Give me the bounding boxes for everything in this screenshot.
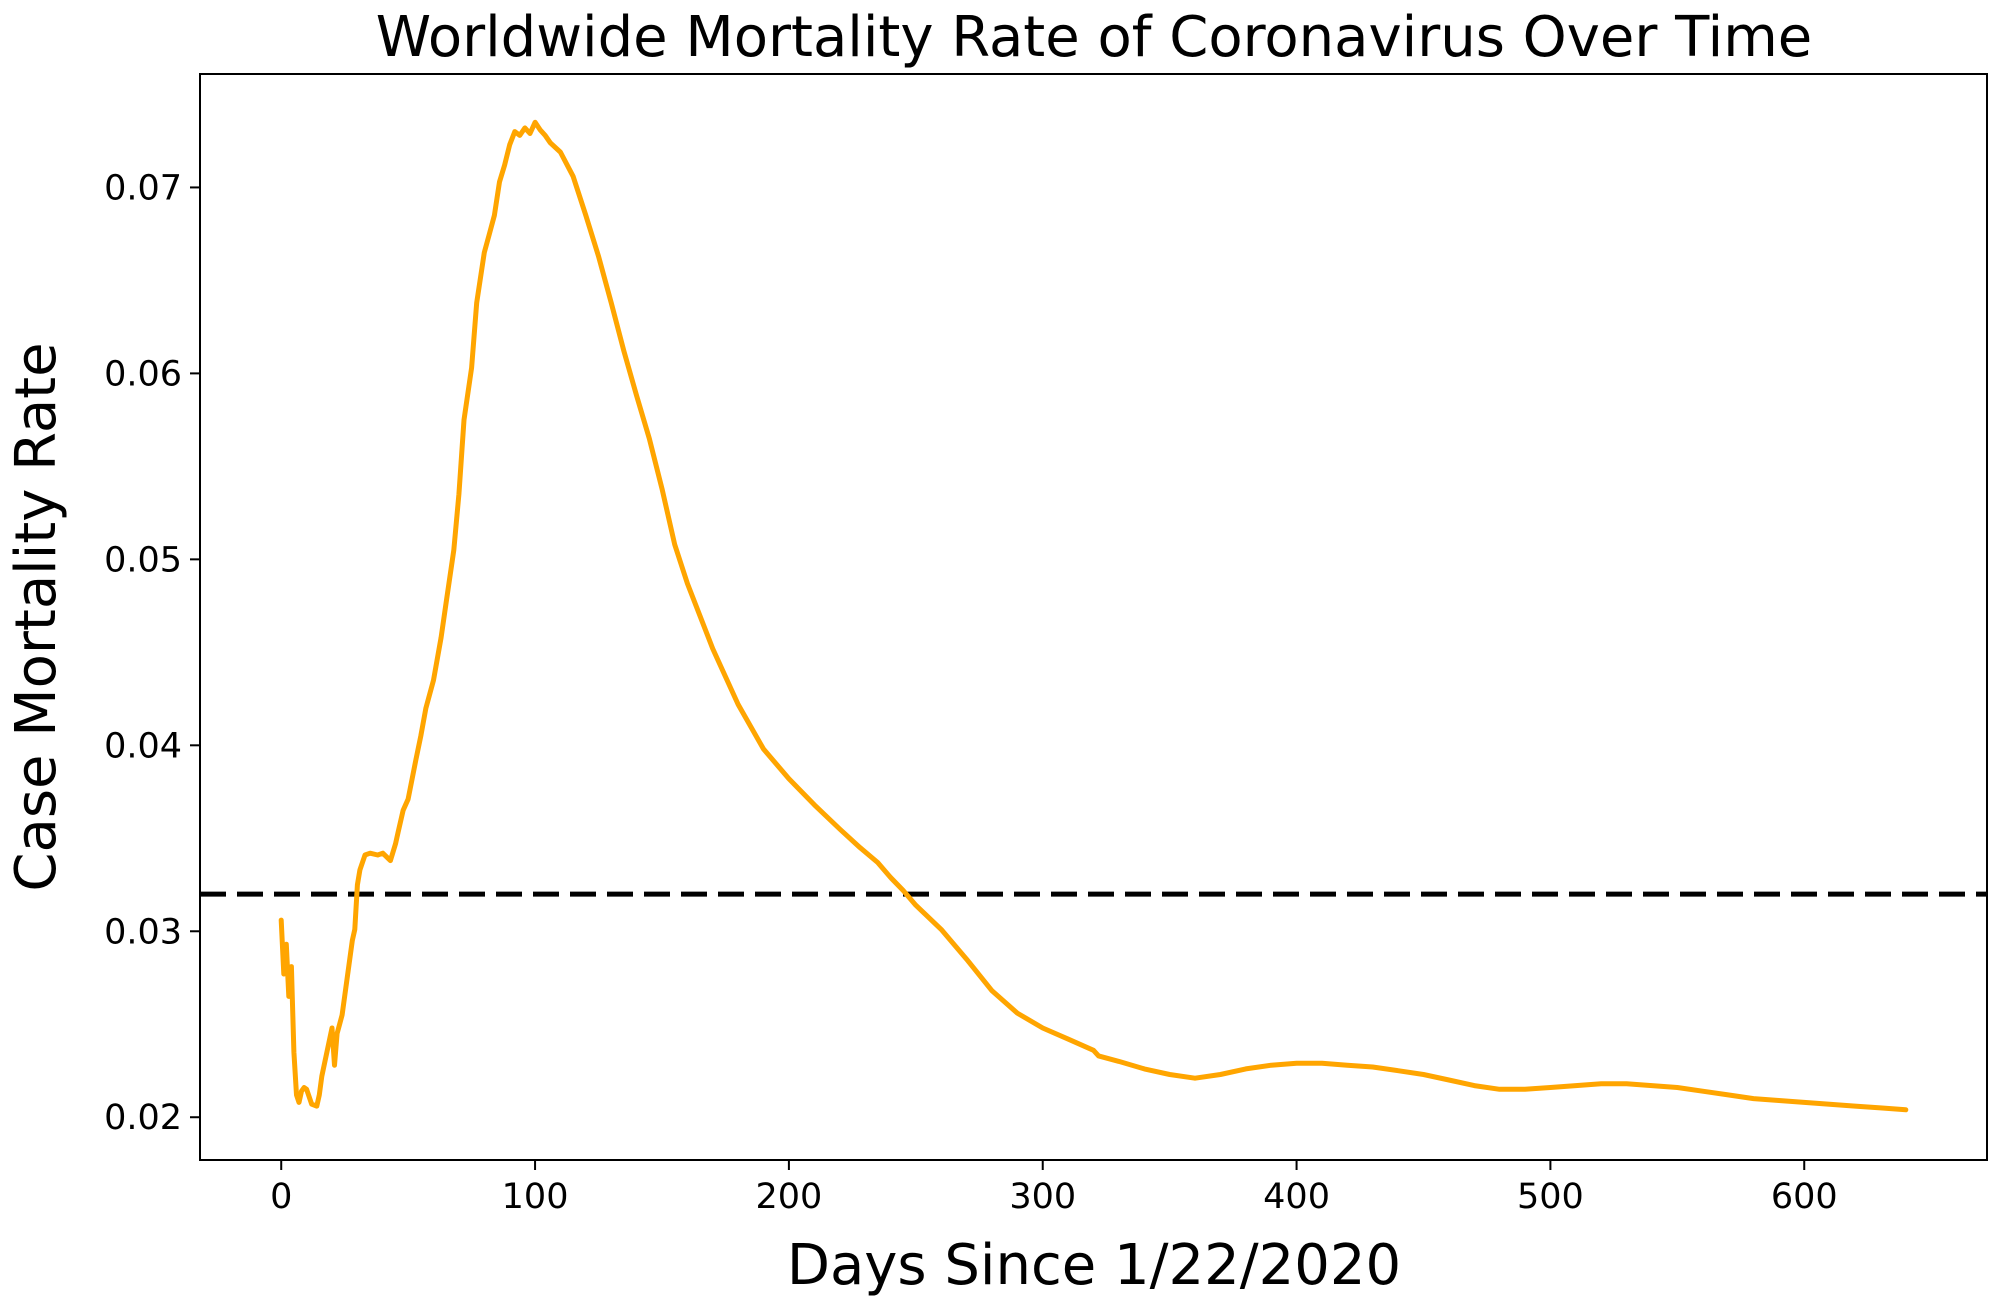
x-tick-label: 0 — [270, 1177, 292, 1217]
y-tick-label: 0.07 — [104, 168, 182, 208]
x-tick-label: 200 — [755, 1177, 822, 1217]
chart-title: Worldwide Mortality Rate of Coronavirus … — [376, 5, 1812, 70]
y-tick-label: 0.02 — [104, 1098, 182, 1138]
y-tick-label: 0.04 — [104, 726, 182, 766]
plot-area — [199, 73, 1988, 1161]
y-tick-label: 0.03 — [104, 912, 182, 952]
y-tick-label: 0.05 — [104, 540, 182, 580]
series-line-0 — [278, 119, 1909, 1113]
x-tick-label: 600 — [1771, 1177, 1838, 1217]
y-tick-label: 0.06 — [104, 354, 182, 394]
x-tick-label: 500 — [1517, 1177, 1584, 1217]
x-tick-label: 400 — [1263, 1177, 1330, 1217]
x-tick-label: 100 — [502, 1177, 569, 1217]
y-axis-label: Case Mortality Rate — [4, 342, 69, 891]
x-axis-label: Days Since 1/22/2020 — [787, 1233, 1401, 1298]
axis-ticks: 0 100 200 300 400 500 600 0.02 0.03 0.04 0.05 0.06 0… — [104, 168, 1838, 1217]
x-tick-label: 300 — [1009, 1177, 1076, 1217]
plot-frame — [199, 73, 1988, 1161]
